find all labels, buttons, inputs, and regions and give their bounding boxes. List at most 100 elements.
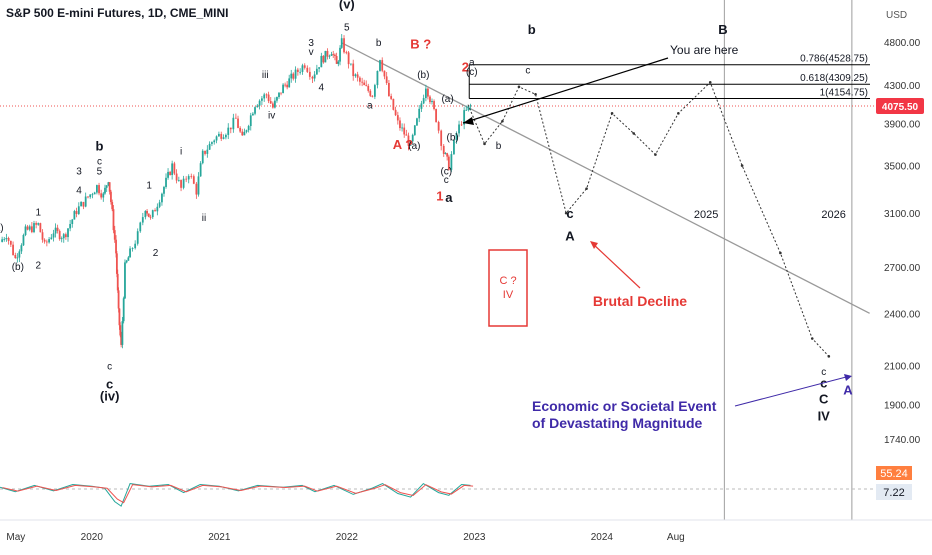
candle-body	[112, 209, 115, 231]
candle-body	[306, 67, 309, 72]
projection-point	[654, 153, 657, 156]
candle-body	[127, 257, 130, 261]
projection-point	[810, 337, 814, 340]
candle-body	[311, 76, 314, 79]
osc-line-2	[2, 484, 474, 504]
candle-body	[26, 226, 29, 230]
candle-body	[211, 142, 213, 144]
currency-label: USD	[886, 10, 907, 21]
candle-body	[292, 73, 295, 79]
candle-body	[405, 134, 408, 136]
candle-body	[435, 109, 437, 122]
wave-label: a	[469, 58, 475, 69]
candle-body	[93, 192, 96, 195]
candle-body	[9, 240, 12, 245]
candle-body	[234, 117, 237, 119]
candle-body	[222, 137, 225, 139]
candle-body	[80, 201, 82, 207]
candle-body	[30, 226, 33, 233]
candle-body	[113, 230, 116, 240]
wave-label: (a)	[408, 141, 420, 152]
candle-body	[396, 115, 399, 121]
candle-body	[274, 100, 276, 108]
candle-body	[282, 84, 284, 94]
projection-point	[517, 85, 521, 89]
wave-label: v	[309, 47, 314, 58]
candle-body	[20, 245, 23, 252]
candle-body	[296, 69, 299, 72]
candle-body	[465, 109, 468, 111]
wave-label: 1	[436, 189, 443, 204]
candle-body	[460, 124, 463, 126]
candle-body	[118, 308, 121, 326]
y-tick-label: 2400.00	[884, 309, 921, 320]
x-tick-label: Aug	[667, 532, 685, 543]
candle-body	[418, 108, 421, 119]
candle-body	[345, 52, 348, 54]
candle-body	[399, 120, 401, 129]
projection-path	[467, 81, 830, 357]
candle-body	[18, 251, 21, 258]
candle-body	[77, 206, 80, 214]
event-line2: of Devastating Magnitude	[532, 415, 703, 431]
candle-body	[288, 78, 291, 88]
candle-body	[249, 115, 252, 127]
candle-body	[100, 193, 103, 198]
candle-body	[107, 182, 110, 186]
candle-body	[120, 335, 123, 345]
candle-body	[96, 185, 98, 193]
candle-body	[385, 76, 388, 84]
candle-body	[192, 176, 195, 184]
osc-tag-2	[876, 484, 912, 500]
candle-body	[22, 235, 25, 246]
candle-body	[1, 239, 4, 242]
wave-label: C	[819, 392, 829, 407]
candle-body	[60, 238, 63, 240]
candle-body	[356, 74, 359, 78]
y-tick-label: 3100.00	[884, 209, 921, 220]
candle-body	[117, 290, 120, 309]
candle-body	[50, 237, 53, 240]
wave-label: (b)	[447, 133, 459, 144]
candle-body	[206, 149, 209, 154]
projection-point	[483, 142, 486, 146]
candle-body	[427, 88, 429, 97]
y-tick-label: 1740.00	[884, 435, 921, 446]
y-tick-label: 2700.00	[884, 263, 921, 274]
candle-body	[403, 127, 406, 135]
you-are-here-arrowhead	[463, 117, 474, 125]
projection-point	[677, 112, 680, 115]
candle-body	[322, 55, 325, 63]
candle-body	[201, 150, 204, 164]
candle-body	[75, 211, 78, 214]
wave-label: c	[106, 377, 113, 392]
candle-body	[269, 101, 272, 104]
x-tick-label: 2024	[591, 532, 614, 543]
candle-body	[332, 54, 335, 56]
fib-level-label: 0.618(4309.25)	[800, 73, 868, 84]
wave-label: B	[718, 22, 727, 37]
x-tick-label: 2023	[463, 532, 486, 543]
candle-body	[392, 98, 395, 110]
projection-point	[779, 251, 782, 255]
candle-body	[87, 196, 89, 198]
candle-body	[154, 210, 156, 212]
candle-body	[12, 244, 14, 256]
projection-point	[564, 211, 568, 215]
y-tick-label: 1900.00	[884, 401, 921, 412]
wave-label: (a)	[0, 223, 4, 234]
candle-body	[69, 223, 72, 229]
candle-body	[180, 180, 182, 188]
candle-body	[367, 85, 370, 91]
candle-body	[163, 186, 165, 194]
year-marker-label: 2026	[821, 209, 845, 221]
candle-body	[440, 130, 443, 146]
candle-body	[54, 227, 57, 234]
y-tick-label: 2100.00	[884, 362, 921, 373]
candle-body	[124, 262, 126, 299]
wave-label: iii	[262, 70, 269, 81]
last-price-tag	[876, 98, 924, 115]
wave-label: c	[821, 367, 826, 378]
wave-label: c	[107, 361, 112, 372]
